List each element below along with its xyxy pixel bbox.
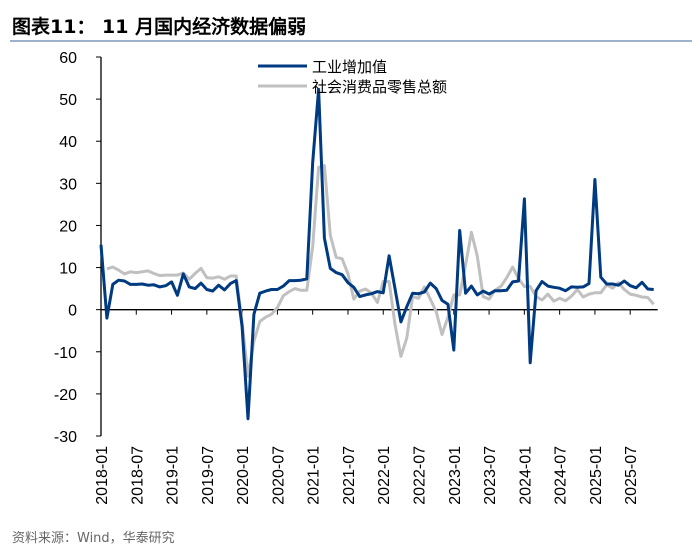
x-tick-label: 2024-01 [517, 446, 534, 505]
x-tick-label: 2022-07 [412, 446, 429, 505]
x-tick-label: 2020-01 [235, 446, 252, 505]
y-tick-label: 40 [59, 134, 77, 151]
x-tick-label: 2022-01 [376, 446, 393, 505]
series-line-retail-sales [106, 164, 655, 378]
x-tick-label: 2023-07 [482, 446, 499, 505]
x-tick-label: 2018-01 [94, 446, 111, 505]
y-tick-label: 60 [59, 50, 77, 67]
x-tick-label: 2025-01 [588, 446, 605, 505]
x-tick-label: 2025-07 [623, 446, 640, 505]
source-note: 资料来源：Wind，华泰研究 [12, 531, 175, 546]
x-tick-label: 2019-07 [200, 446, 217, 505]
legend-label: 工业增加值 [312, 58, 387, 76]
y-tick-label: 10 [59, 261, 77, 278]
y-tick-label: 50 [59, 92, 77, 109]
y-tick-label: -20 [54, 387, 77, 404]
legend-label: 社会消费品零售总额 [312, 78, 447, 96]
x-tick-label: 2023-01 [447, 446, 464, 505]
y-tick-label: 20 [59, 218, 77, 235]
x-tick-label: 2021-01 [306, 446, 323, 505]
x-tick-label: 2024-07 [553, 446, 570, 505]
x-tick-label: 2019-01 [165, 446, 182, 505]
x-tick-label: 2018-07 [129, 446, 146, 505]
x-tick-label: 2020-07 [270, 446, 287, 505]
y-tick-label: -10 [54, 345, 77, 362]
series-line-industrial-output [99, 87, 654, 421]
title-divider [10, 40, 692, 42]
y-tick-label: -30 [54, 429, 77, 446]
y-tick-label: 0 [68, 303, 77, 320]
x-tick-label: 2021-07 [341, 446, 358, 505]
y-tick-label: 30 [59, 176, 77, 193]
figure-title: 图表11： 11 月国内经济数据偏弱 [12, 16, 307, 38]
